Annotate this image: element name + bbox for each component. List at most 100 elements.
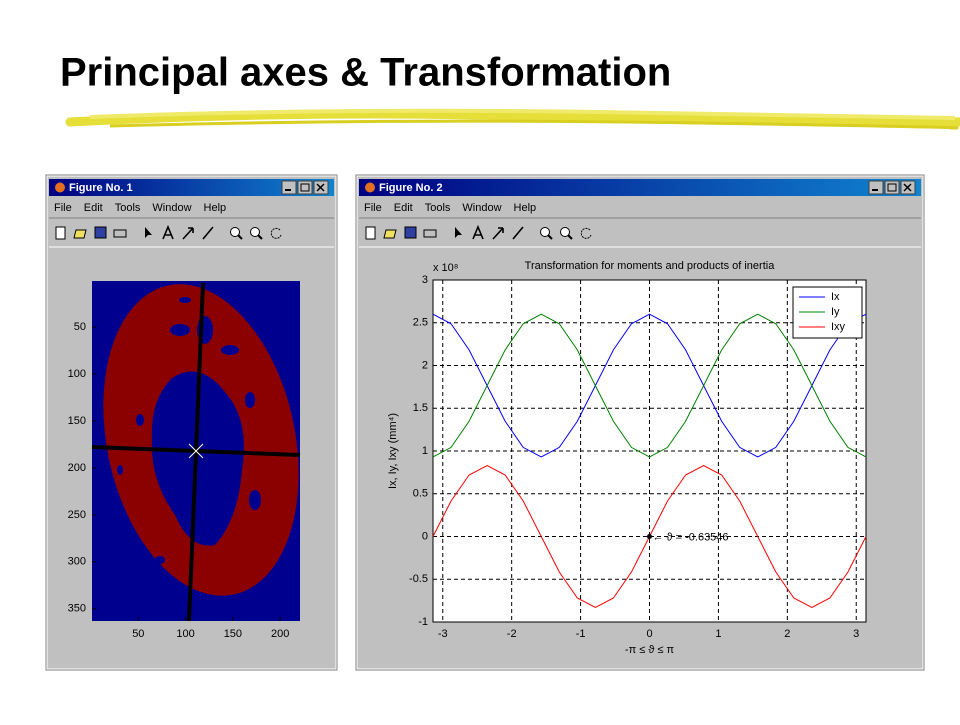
menu-item[interactable]: Help xyxy=(204,202,227,214)
centroid-marker xyxy=(188,443,204,459)
tool-zoom[interactable] xyxy=(230,227,240,237)
icon xyxy=(237,234,243,240)
menu-item[interactable]: File xyxy=(364,202,382,214)
tool-text[interactable] xyxy=(472,224,484,240)
window-title: Figure No. 2 xyxy=(379,182,443,194)
icon xyxy=(547,234,553,240)
menu-item[interactable]: Edit xyxy=(84,202,103,214)
y-tick-label: 0.5 xyxy=(413,488,428,500)
series-line xyxy=(432,313,867,458)
x-tick-label: 2 xyxy=(784,628,790,640)
y-tick-label: 50 xyxy=(74,321,86,333)
y-tick-label: 2.5 xyxy=(413,317,428,329)
image-pore xyxy=(170,324,190,336)
y-tick-label: 3 xyxy=(422,274,428,286)
figure-window: Figure No. 1 File Edit Tools Window Help 50 100… xyxy=(45,174,338,671)
image-pore xyxy=(221,345,239,355)
menu-item[interactable]: Help xyxy=(514,202,537,214)
x-tick-label: 1 xyxy=(715,628,721,640)
tool-zoom[interactable] xyxy=(560,227,570,237)
app-icon xyxy=(365,182,375,193)
brush-stroke xyxy=(65,108,960,130)
tool-arrow[interactable] xyxy=(492,227,504,240)
tool-zoom[interactable] xyxy=(250,227,260,237)
tool-rotate[interactable] xyxy=(270,227,282,239)
tool-line[interactable] xyxy=(512,226,524,240)
legend-label: Ixy xyxy=(831,321,846,333)
icon xyxy=(300,183,310,192)
tool-save[interactable] xyxy=(404,226,417,239)
tool-zoom[interactable] xyxy=(540,227,550,237)
tool-new[interactable] xyxy=(365,226,376,240)
tool-select[interactable] xyxy=(455,227,462,238)
y-tick-label: 1.5 xyxy=(413,402,428,414)
x-axis-label: -π ≤ ϑ ≤ π xyxy=(625,644,675,656)
image-hole xyxy=(151,371,244,546)
image-pore xyxy=(155,556,165,564)
window-button-min[interactable] xyxy=(868,180,884,195)
image-pore xyxy=(245,392,255,408)
x-tick-label: 50 xyxy=(132,628,144,640)
menu-item[interactable]: Tools xyxy=(115,202,141,214)
icon xyxy=(887,183,897,192)
x-tick-label: 200 xyxy=(271,628,289,640)
x-tick-label: 100 xyxy=(176,628,194,640)
y-tick-label: 100 xyxy=(68,368,86,380)
icon xyxy=(316,183,325,192)
y-tick-label: 0 xyxy=(422,530,428,542)
y-tick-label: -0.5 xyxy=(409,573,428,585)
window-frame-highlight xyxy=(46,175,337,670)
menu-item[interactable]: Edit xyxy=(394,202,413,214)
icon xyxy=(257,234,263,240)
tool-arrow[interactable] xyxy=(182,227,194,240)
y-tick-label: 200 xyxy=(68,462,86,474)
title-bar xyxy=(359,179,921,196)
window-button-max[interactable] xyxy=(884,180,900,195)
x-tick-label: 3 xyxy=(853,628,859,640)
figure-window: Figure No. 2 File Edit Tools Window Help -3 -2 -… xyxy=(355,174,925,671)
tool-open[interactable] xyxy=(73,229,87,239)
annotation-point xyxy=(647,534,652,539)
window-frame-highlight xyxy=(356,175,924,670)
app-icon xyxy=(55,182,65,193)
window-button-max[interactable] xyxy=(297,180,313,195)
y-tick-label: -1 xyxy=(418,616,428,628)
y-multiplier: x 10⁸ xyxy=(433,262,458,274)
tool-save[interactable] xyxy=(94,226,107,239)
y-tick-label: 300 xyxy=(68,556,86,568)
x-tick-label: 150 xyxy=(224,628,242,640)
image-pore xyxy=(249,490,261,510)
tool-text[interactable] xyxy=(162,224,174,240)
menu-item[interactable]: Tools xyxy=(425,202,451,214)
window-button-min[interactable] xyxy=(281,180,297,195)
image-pore xyxy=(117,465,123,475)
tool-new[interactable] xyxy=(55,226,66,240)
x-tick-label: -3 xyxy=(438,628,448,640)
tool-open[interactable] xyxy=(383,229,397,239)
icon xyxy=(567,234,573,240)
y-axis-label: Ix, Iy, Ixy (mm⁴) xyxy=(387,413,399,489)
image-pore xyxy=(179,297,191,303)
series-line xyxy=(432,313,867,458)
image-pore xyxy=(136,414,144,426)
y-tick-label: 150 xyxy=(68,415,86,427)
legend-label: Ix xyxy=(831,291,840,303)
title-bar xyxy=(49,179,334,196)
menu-item[interactable]: Window xyxy=(462,202,501,214)
menu-item[interactable]: Window xyxy=(152,202,191,214)
menu-item[interactable]: File xyxy=(54,202,72,214)
tool-print[interactable] xyxy=(113,229,127,238)
x-tick-label: -2 xyxy=(507,628,517,640)
tool-print[interactable] xyxy=(423,229,437,238)
window-title: Figure No. 1 xyxy=(69,182,133,194)
legend-label: Iy xyxy=(831,306,840,318)
icon xyxy=(903,183,912,192)
x-tick-label: 0 xyxy=(646,628,652,640)
tool-select[interactable] xyxy=(145,227,152,238)
slide-title: Principal axes & Transformation xyxy=(60,51,671,95)
y-tick-label: 1 xyxy=(422,445,428,457)
x-tick-label: -1 xyxy=(576,628,586,640)
tool-line[interactable] xyxy=(202,226,214,240)
tool-rotate[interactable] xyxy=(580,227,592,239)
